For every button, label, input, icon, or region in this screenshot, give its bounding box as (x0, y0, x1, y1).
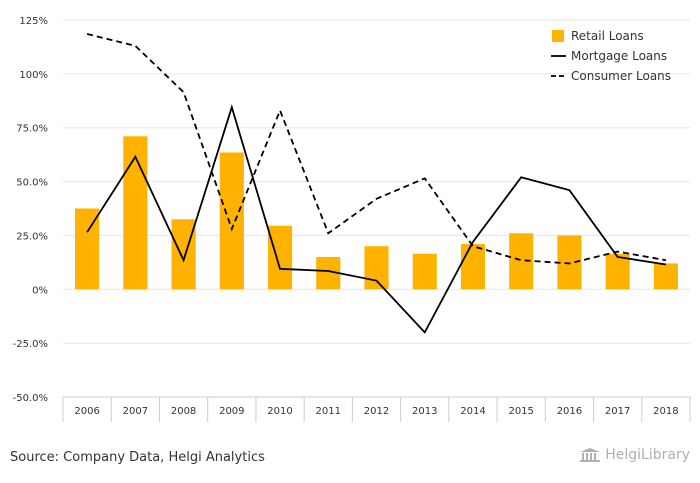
x-tick-label: 2007 (123, 406, 148, 417)
x-tick-label: 2017 (605, 406, 630, 417)
retail-loans-bar (364, 246, 389, 290)
y-tick-label: 50.0% (16, 178, 48, 189)
legend: Retail Loans Mortgage Loans Consumer Loans (551, 29, 671, 83)
helgi-library-logo: HelgiLibrary (579, 447, 690, 463)
retail-loans-bar (75, 208, 100, 290)
library-building-icon (580, 448, 601, 462)
x-tick-label: 2016 (557, 406, 582, 417)
consumer-loans-line (86, 33, 667, 265)
x-tick-label: 2013 (412, 406, 437, 417)
y-tick-label: -50.0% (13, 393, 48, 404)
y-tick-label: 0% (32, 285, 48, 296)
legend-label: Mortgage Loans (571, 49, 667, 63)
retail-loans-bar (412, 253, 437, 290)
x-tick-label: 2006 (74, 406, 99, 417)
y-axis-labels: 125% 100% 75.0% 50.0% 25.0% 0% -25.0% -50.0% (13, 16, 48, 404)
retail-loans-bar (123, 136, 148, 290)
x-tick-label: 2018 (653, 406, 678, 417)
x-tick-label: 2009 (219, 406, 244, 417)
mortgage-loans-line (86, 104, 667, 334)
x-tick-label: 2010 (267, 406, 292, 417)
lines-group (86, 33, 667, 334)
logo-text: HelgiLibrary (605, 447, 690, 463)
x-tick-label: 2011 (316, 406, 341, 417)
legend-label: Consumer Loans (571, 69, 671, 83)
legend-swatch-retail (552, 30, 564, 42)
source-note: Source: Company Data, Helgi Analytics (10, 450, 265, 465)
x-tick-label: 2012 (364, 406, 389, 417)
y-tick-label: 125% (19, 16, 48, 27)
y-tick-label: 75.0% (16, 124, 48, 135)
x-tick-label: 2008 (171, 406, 196, 417)
y-tick-label: -25.0% (13, 339, 48, 350)
retail-loans-bar (460, 244, 486, 290)
retail-loans-bar (219, 152, 244, 290)
chart: 125% 100% 75.0% 50.0% 25.0% 0% -25.0% -50.0% 20… (13, 16, 691, 422)
legend-label: Retail Loans (571, 29, 644, 43)
retail-loans-bars (75, 136, 678, 290)
x-tick-label: 2015 (508, 406, 533, 417)
y-tick-label: 100% (19, 70, 48, 81)
retail-loans-bar (267, 225, 293, 290)
x-tick-label: 2014 (460, 406, 485, 417)
y-tick-label: 25.0% (16, 231, 48, 242)
x-axis: 2006 2007 2008 2009 2010 2011 2012 2013 2014 2015… (62, 396, 691, 422)
retail-loans-bar (557, 235, 582, 290)
retail-loans-bar (653, 263, 678, 290)
retail-loans-bar (605, 253, 630, 290)
retail-loans-bar (171, 219, 196, 290)
